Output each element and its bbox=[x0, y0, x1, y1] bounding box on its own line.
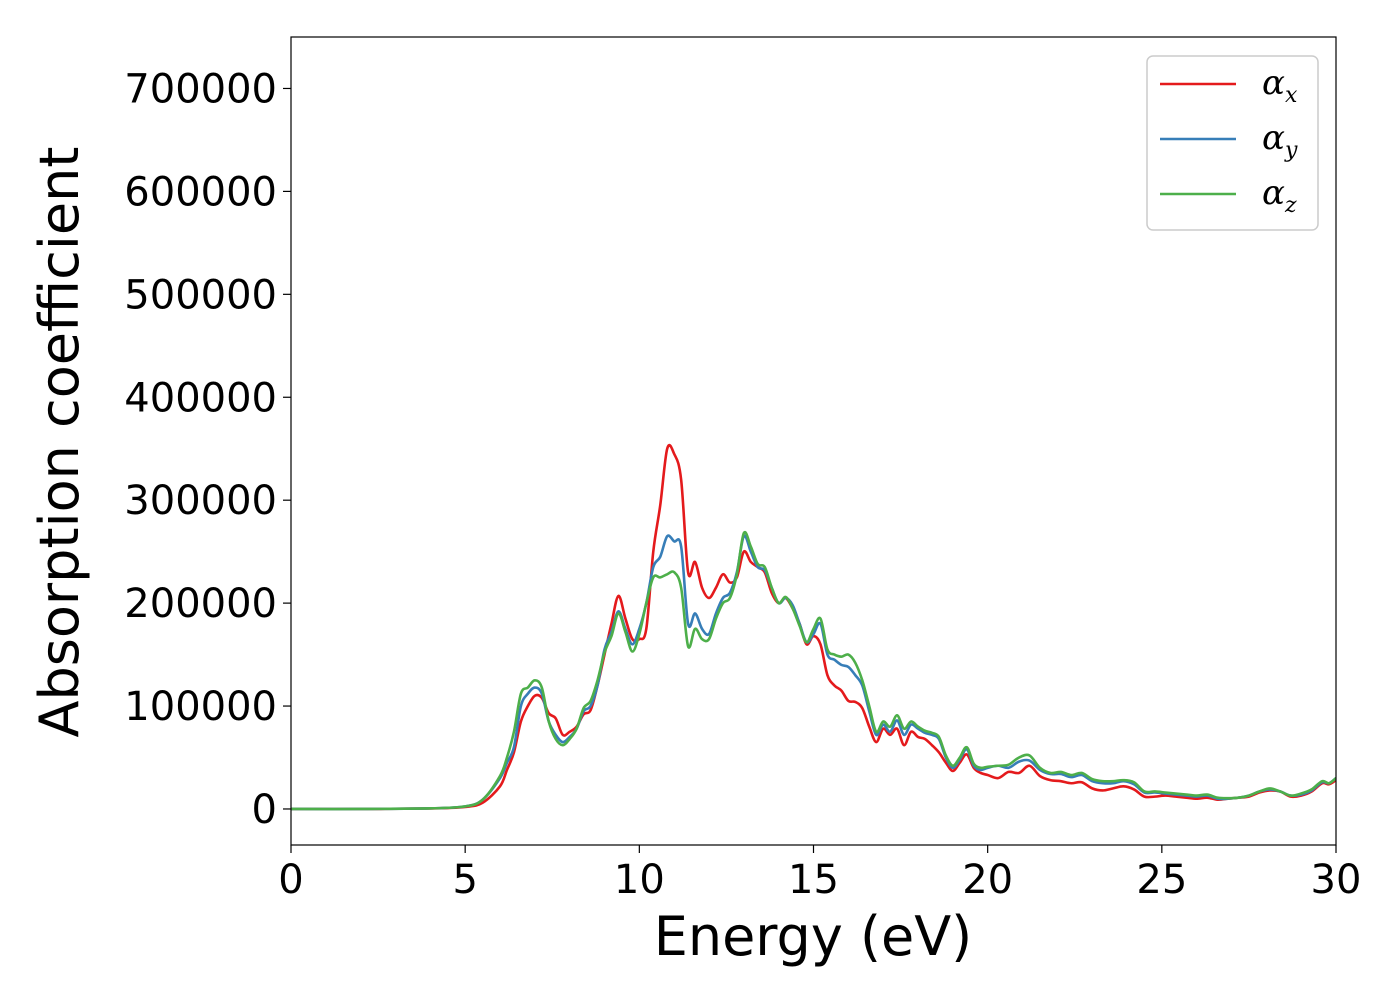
x-tick-label: 20 bbox=[962, 857, 1013, 903]
series-line-y bbox=[291, 534, 1336, 811]
y-tick-label: 0 bbox=[252, 787, 277, 833]
y-tick-label: 100000 bbox=[124, 684, 277, 730]
y-tick-label: 300000 bbox=[124, 478, 277, 524]
series-line-x bbox=[291, 443, 1336, 811]
x-axis: 0 5 10 15 20 25 30 bbox=[278, 845, 1361, 903]
x-axis-title: Energy (eV) bbox=[654, 905, 973, 968]
y-tick-label: 700000 bbox=[124, 66, 277, 112]
x-tick-label: 5 bbox=[452, 857, 477, 903]
y-tick-label: 200000 bbox=[124, 581, 277, 627]
series-line-z bbox=[291, 530, 1336, 811]
y-tick-label: 500000 bbox=[124, 272, 277, 318]
y-tick-label: 400000 bbox=[124, 375, 277, 421]
x-tick-label: 0 bbox=[278, 857, 303, 903]
x-tick-label: 25 bbox=[1136, 857, 1187, 903]
y-axis: 0 100000 200000 300000 400000 500000 600000 700… bbox=[124, 66, 291, 833]
y-axis-title: Absorption coefficient bbox=[28, 147, 91, 738]
legend-label-z: αz bbox=[1262, 173, 1297, 218]
x-tick-label: 15 bbox=[788, 857, 839, 903]
legend: αx αy αz bbox=[1146, 55, 1319, 231]
x-tick-label: 10 bbox=[614, 857, 665, 903]
legend-frame bbox=[1146, 55, 1319, 231]
legend-label-y: αy bbox=[1262, 118, 1298, 163]
x-tick-label: 30 bbox=[1311, 857, 1362, 903]
y-tick-label: 600000 bbox=[124, 169, 277, 215]
legend-label-x: αx bbox=[1262, 63, 1298, 108]
